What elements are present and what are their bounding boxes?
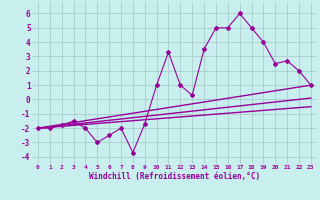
X-axis label: Windchill (Refroidissement éolien,°C): Windchill (Refroidissement éolien,°C) [89,172,260,181]
